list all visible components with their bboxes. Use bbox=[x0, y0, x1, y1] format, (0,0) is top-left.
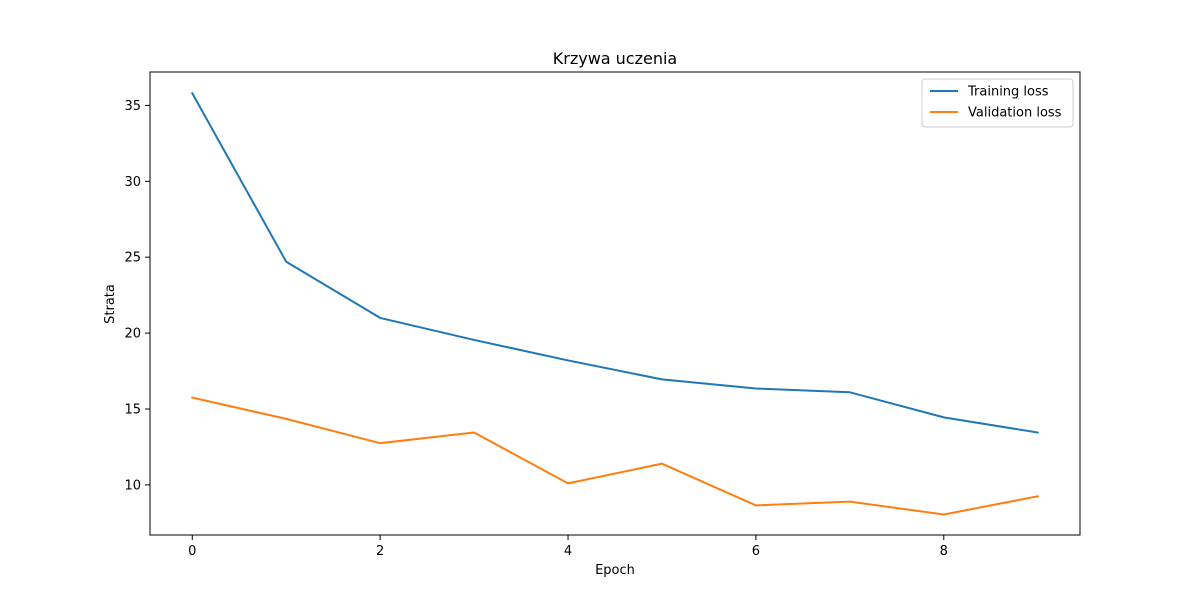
x-tick-label: 0 bbox=[188, 544, 196, 559]
x-tick-label: 6 bbox=[752, 544, 760, 559]
legend-box bbox=[921, 78, 1074, 128]
y-tick-label: 35 bbox=[124, 99, 141, 114]
x-tick-label: 8 bbox=[940, 544, 948, 559]
series-lines bbox=[190, 91, 1039, 516]
legend-label-training: Training loss bbox=[967, 85, 1049, 100]
legend-label-validation: Validation loss bbox=[968, 106, 1062, 121]
legend: Training loss Validation loss bbox=[921, 78, 1074, 128]
x-axis-label: Epoch bbox=[595, 563, 635, 578]
training-loss-line bbox=[190, 91, 1039, 434]
y-axis-label: Strata bbox=[103, 284, 118, 324]
chart-title: Krzywa uczenia bbox=[553, 49, 677, 68]
y-tick-label: 25 bbox=[124, 251, 141, 266]
x-axis-ticks: 0 2 4 6 8 bbox=[188, 535, 948, 559]
y-axis-ticks: 10 15 20 25 30 35 bbox=[124, 99, 150, 493]
plot-area bbox=[149, 71, 1081, 536]
x-tick-label: 4 bbox=[564, 544, 572, 559]
x-tick-label: 2 bbox=[376, 544, 384, 559]
y-tick-label: 15 bbox=[124, 403, 141, 418]
validation-loss-line bbox=[191, 396, 1039, 516]
y-tick-label: 30 bbox=[124, 175, 141, 190]
y-tick-label: 10 bbox=[124, 478, 141, 493]
y-tick-label: 20 bbox=[124, 327, 141, 342]
